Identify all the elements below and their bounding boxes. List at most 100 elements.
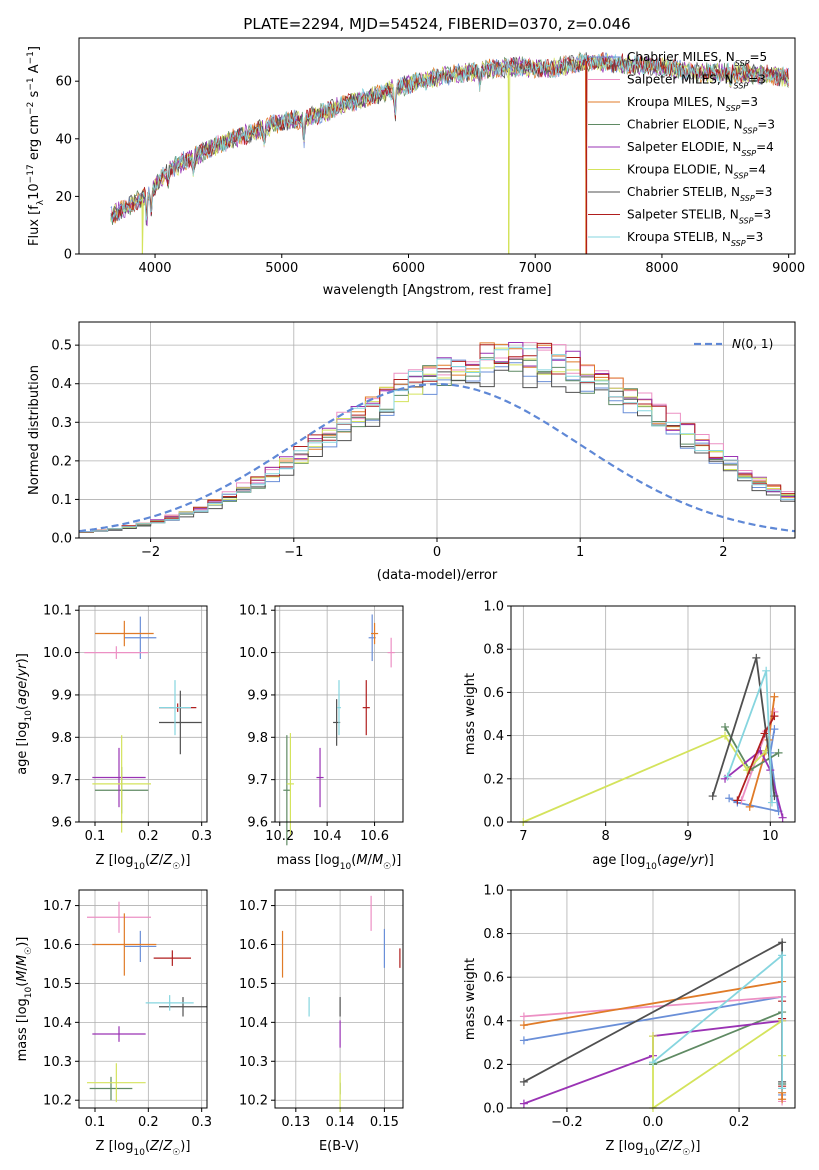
weight-marker	[519, 1077, 528, 1086]
errorbar-point	[124, 930, 157, 963]
x-tick-label: 0.2	[138, 1115, 159, 1130]
y-tick-label: 10.1	[43, 604, 72, 619]
y-tick-label: 10.0	[239, 646, 268, 661]
weight-marker	[778, 1084, 787, 1093]
axes-frame	[78, 605, 208, 823]
errorbar-point	[286, 733, 294, 835]
weight-marker	[649, 1032, 657, 1041]
y-tick-label: 9.7	[51, 773, 72, 788]
y-tick-label: 10.3	[43, 1055, 72, 1070]
x-tick-label: 1	[576, 545, 584, 560]
weight-series	[733, 712, 779, 805]
y-axis-label: age [log10(age/yr)]	[15, 653, 34, 775]
y-tick-label: 0.0	[483, 1102, 504, 1117]
y-tick-label: 0.5	[51, 339, 72, 354]
weight-marker	[778, 938, 787, 947]
x-tick-label: 2	[719, 545, 727, 560]
y-tick-label: 40	[55, 132, 72, 147]
legend-label: Chabrier MILES, NSSP=5	[627, 50, 767, 68]
y-tick-label: 0.6	[483, 686, 504, 701]
y-tick-label: 0.2	[483, 772, 504, 787]
y-tick-label: 0.3	[51, 416, 72, 431]
y-tick-label: 10.6	[239, 938, 268, 953]
weight-marker	[770, 725, 779, 734]
legend: Chabrier MILES, NSSP=5 Salpeter MILES, NS…	[588, 50, 775, 248]
legend-label: Kroupa ELODIE, NSSP=4	[627, 163, 766, 181]
x-tick-label: 0.14	[326, 1115, 355, 1130]
weight-marker	[725, 794, 734, 803]
axes-frame	[78, 321, 796, 539]
y-tick-label: 0.1	[51, 493, 72, 508]
errorbar-point	[283, 735, 291, 846]
y-tick-label: 10.6	[43, 938, 72, 953]
axes-frame	[510, 889, 796, 1109]
weight-marker	[519, 1099, 528, 1108]
y-tick-label: 0.4	[51, 377, 72, 392]
y-tick-label: 10.5	[239, 977, 268, 992]
x-tick-label: −0.2	[551, 1115, 583, 1130]
errorbar-point	[124, 616, 157, 659]
x-axis-label: wavelength [Angstrom, rest frame]	[323, 283, 552, 298]
errorbar-point	[387, 637, 395, 668]
x-tick-label: 0.2	[138, 829, 159, 844]
axes-frame	[78, 889, 208, 1109]
weight-marker	[752, 653, 761, 662]
y-tick-label: 0.2	[483, 1058, 504, 1073]
weight-marker	[708, 792, 717, 801]
histograms	[79, 342, 795, 538]
panel-spectrum: 4000 5000 6000 7000 8000 9000 0 20 40 60 wavelengt…	[26, 37, 805, 298]
x-tick-label: 0.1	[85, 829, 106, 844]
x-axis-label: age [log10(age/yr)]	[592, 853, 714, 872]
legend-label: Salpeter ELODIE, NSSP=4	[627, 140, 774, 158]
weight-marker	[649, 1058, 657, 1067]
weight-marker	[770, 712, 779, 721]
x-tick-label: 0.0	[643, 1115, 664, 1130]
histogram-series	[79, 346, 795, 538]
x-tick-label: 0.13	[281, 1115, 310, 1130]
x-tick-label: −1	[284, 545, 303, 560]
y-tick-label: 10.7	[239, 899, 268, 914]
legend-label: Salpeter STELIB, NSSP=3	[627, 208, 771, 226]
x-axis-label: Z [log10(Z/Z☉)]	[96, 1139, 191, 1158]
errorbar-point	[159, 680, 191, 736]
errorbar-point	[153, 950, 191, 966]
x-tick-label: 6000	[392, 261, 425, 276]
y-tick-label: 9.8	[51, 731, 72, 746]
y-tick-label: 9.8	[247, 731, 268, 746]
weight-series	[649, 951, 787, 1093]
x-axis-label: mass [log10(M/M☉)]	[277, 853, 402, 872]
weight-marker	[721, 722, 730, 731]
x-tick-label: 4000	[138, 261, 171, 276]
x-axis-label: Z [log10(Z/Z☉)]	[96, 853, 191, 872]
legend-label: Kroupa STELIB, NSSP=3	[627, 230, 763, 248]
y-axis-label: mass weight	[463, 958, 478, 1040]
y-tick-label: 0	[64, 248, 72, 263]
figure-title: PLATE=2294, MJD=54524, FIBERID=0370, z=0…	[243, 15, 630, 33]
errorbar-point	[84, 646, 149, 659]
x-tick-label: 9	[684, 829, 692, 844]
axes-frame	[274, 605, 404, 823]
errorbar-point	[87, 1063, 146, 1103]
x-tick-label: 7	[519, 829, 527, 844]
x-tick-label: 10	[762, 829, 779, 844]
histogram-series	[79, 342, 795, 538]
errorbar-point	[92, 1026, 146, 1042]
spectrum-lines	[110, 51, 789, 254]
weight-marker	[778, 951, 787, 960]
x-tick-label: 0.1	[85, 1115, 106, 1130]
errorbar-point	[159, 690, 202, 755]
panel-mass_weight_vs_Z: −0.2 0.0 0.2 0.0 0.2 0.4 0.6 0.8 1.0 Z [log10(Z/Z…	[463, 884, 796, 1158]
y-tick-label: 0.8	[483, 643, 504, 658]
panel-age_vs_Z: 0.1 0.2 0.3 9.6 9.7 9.8 9.9 10.0 10.1 Z [log10(Z/…	[15, 604, 212, 872]
errorbar-point	[89, 1076, 133, 1101]
y-tick-label: 9.6	[247, 816, 268, 831]
y-axis-label: Normed distribution	[27, 365, 42, 495]
y-tick-label: 9.7	[247, 773, 268, 788]
y-tick-label: 0.8	[483, 927, 504, 942]
y-tick-label: 0.0	[483, 816, 504, 831]
y-tick-label: 20	[55, 190, 72, 205]
x-tick-label: 7000	[519, 261, 552, 276]
x-tick-label: 10.6	[360, 829, 389, 844]
errorbar-point	[362, 680, 370, 736]
